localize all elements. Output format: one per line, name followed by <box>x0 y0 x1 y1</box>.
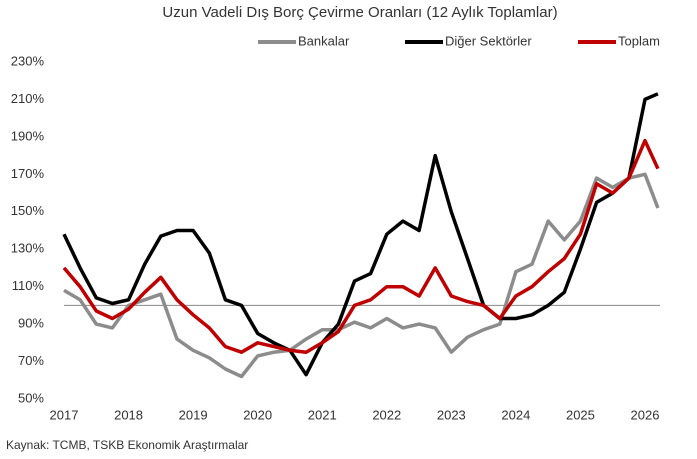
y-tick-label: 210% <box>11 91 45 106</box>
y-tick-label: 230% <box>11 53 45 68</box>
legend-label: Diğer Sektörler <box>445 33 532 48</box>
x-tick-label: 2023 <box>437 407 466 422</box>
chart-title: Uzun Vadeli Dış Borç Çevirme Oranları (1… <box>162 4 557 21</box>
x-tick-label: 2018 <box>114 407 143 422</box>
x-tick-label: 2017 <box>50 407 79 422</box>
x-tick-label: 2020 <box>243 407 272 422</box>
x-tick-label: 2025 <box>566 407 595 422</box>
y-tick-label: 170% <box>11 166 45 181</box>
series-line <box>63 172 660 379</box>
x-tick-label: 2021 <box>308 407 337 422</box>
legend-label: Toplam <box>618 33 660 48</box>
series-line <box>62 92 659 377</box>
y-tick-label: 90% <box>18 316 44 331</box>
y-tick-label: 70% <box>18 353 44 368</box>
x-tick-label: 2024 <box>501 407 530 422</box>
y-tick-label: 130% <box>11 241 45 256</box>
x-tick-label: 2026 <box>631 407 660 422</box>
y-tick-label: 150% <box>11 203 45 218</box>
y-tick-label: 190% <box>11 128 45 143</box>
x-tick-label: 2022 <box>372 407 401 422</box>
x-tick-label: 2019 <box>179 407 208 422</box>
series-line <box>62 138 660 354</box>
source: Kaynak: TCMB, TSKB Ekonomik Araştırmalar <box>6 438 248 452</box>
y-tick-label: 110% <box>12 278 45 293</box>
legend-label: Bankalar <box>298 33 350 48</box>
y-tick-label: 50% <box>18 390 44 405</box>
